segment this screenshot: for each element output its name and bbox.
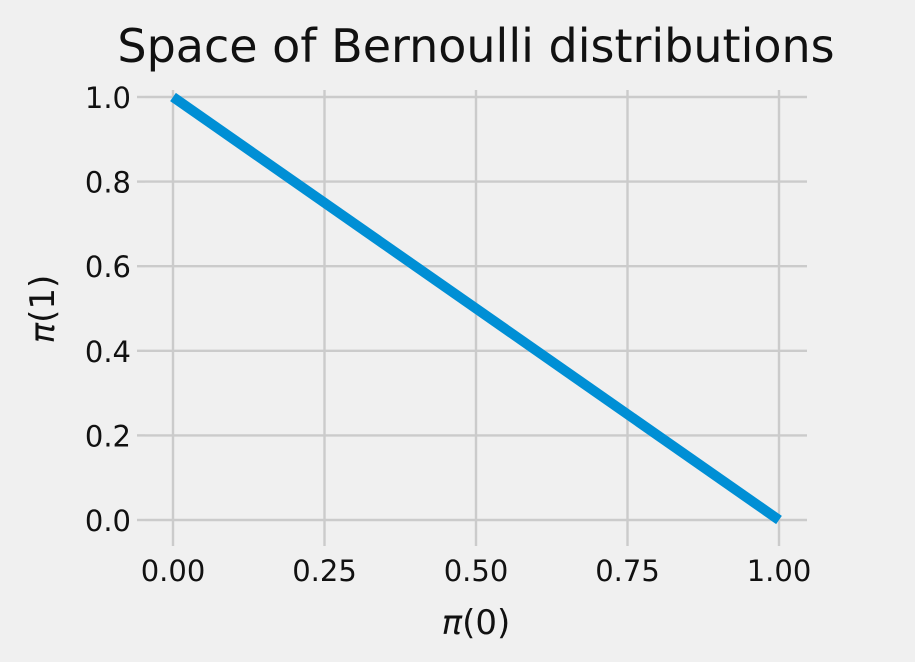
chart-title: Space of Bernoulli distributions <box>117 19 834 73</box>
y-axis-label-symbol: π <box>23 322 63 343</box>
x-tick-label: 0.00 <box>141 554 206 588</box>
y-tick-labels: 0.0 0.2 0.4 0.6 0.8 1.0 <box>85 81 131 538</box>
series <box>170 92 782 525</box>
y-axis-label: π(1) <box>23 275 63 344</box>
y-tick-label: 0.0 <box>85 504 131 538</box>
x-axis-label: π(0) <box>442 603 511 643</box>
y-tick-label: 1.0 <box>85 81 131 115</box>
y-tick-label: 0.4 <box>85 335 131 369</box>
x-axis-label-symbol: π <box>442 603 463 643</box>
y-axis-label-arg: (1) <box>23 275 63 323</box>
y-tick-label: 0.2 <box>85 419 131 453</box>
x-tick-label: 0.50 <box>444 554 509 588</box>
x-tick-labels: 0.00 0.25 0.50 0.75 1.00 <box>141 554 812 588</box>
x-tick-label: 0.75 <box>595 554 660 588</box>
x-tick-label: 0.25 <box>292 554 357 588</box>
y-tick-label: 0.8 <box>85 166 131 200</box>
x-tick-label: 1.00 <box>747 554 812 588</box>
y-tick-label: 0.6 <box>85 250 131 284</box>
x-axis-label-arg: (0) <box>462 603 510 643</box>
plot-area <box>137 80 807 546</box>
series-line <box>170 92 782 525</box>
ticks <box>137 95 781 546</box>
grid <box>145 90 807 538</box>
